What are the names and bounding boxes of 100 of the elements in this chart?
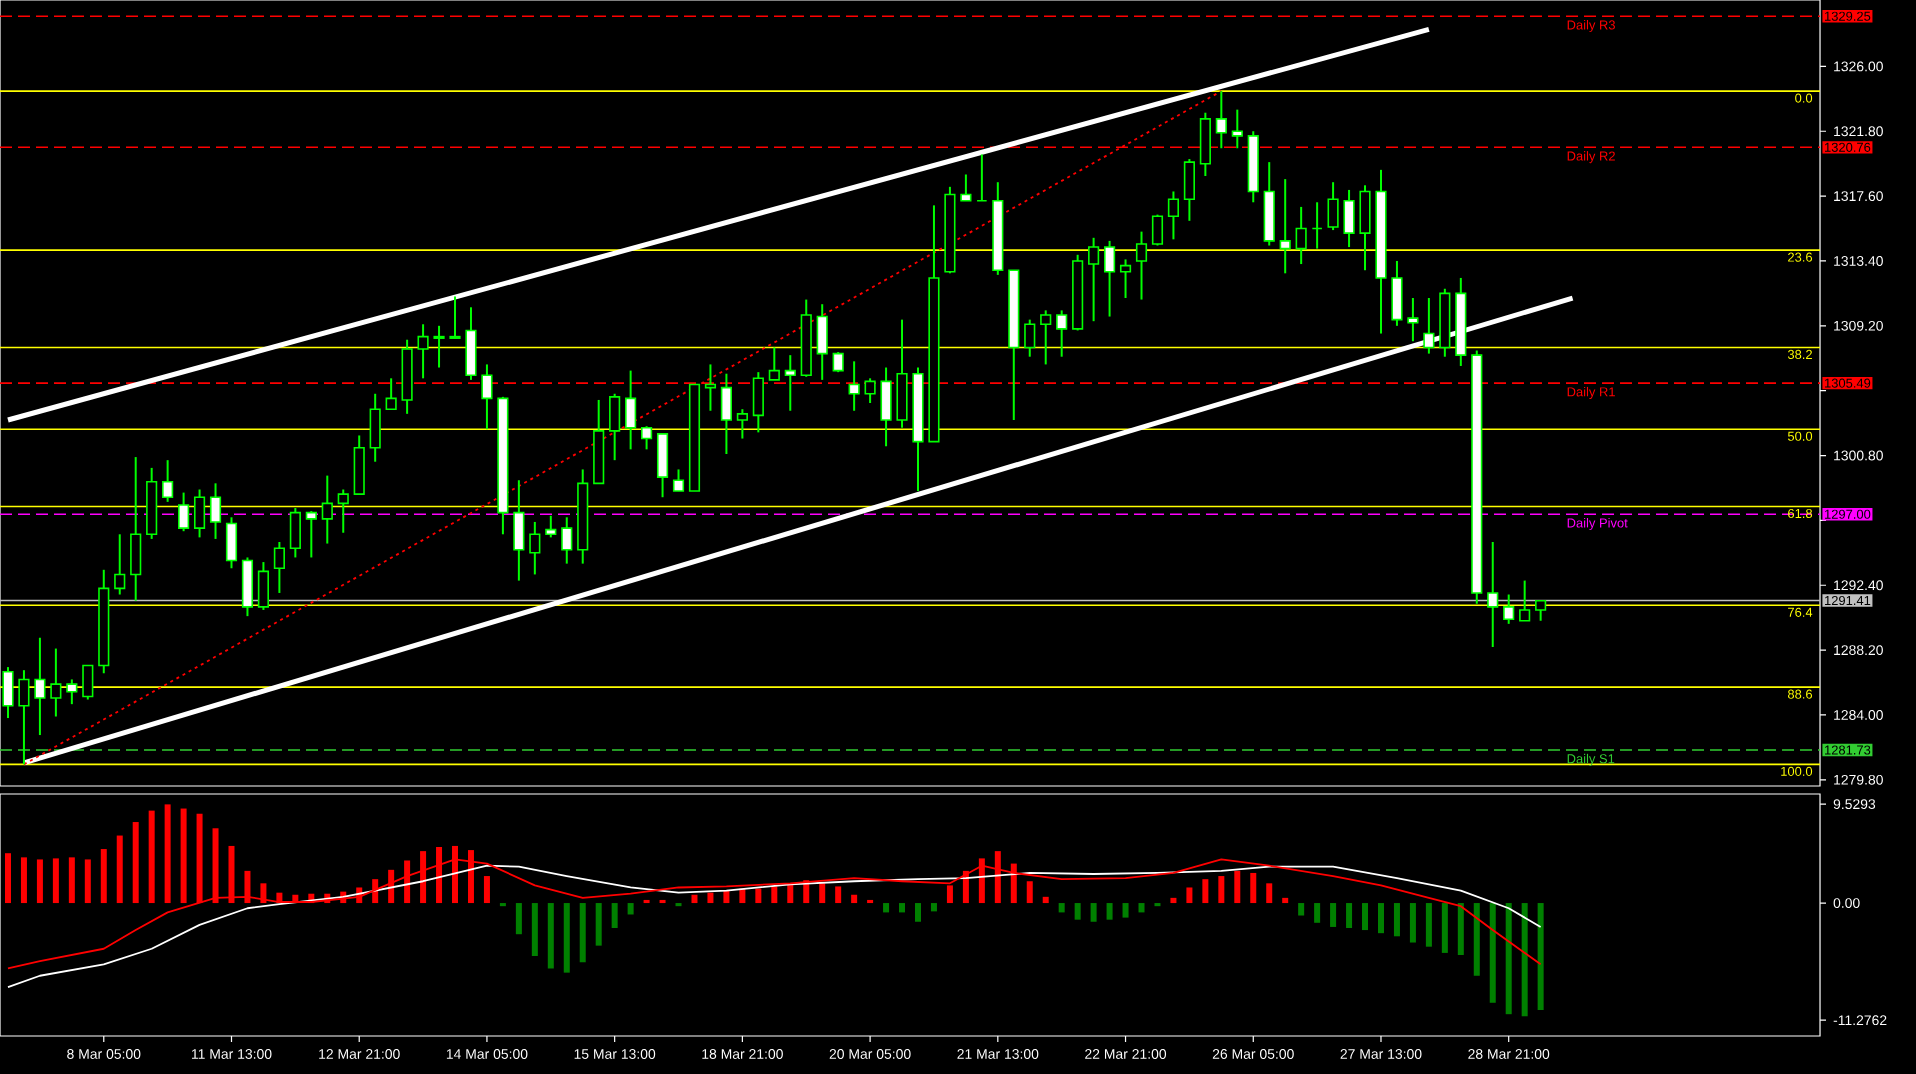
candlestick <box>736 408 748 440</box>
bar <box>1377 903 1384 934</box>
candlestick <box>1088 236 1100 323</box>
candlestick <box>465 306 477 381</box>
candlestick <box>864 377 876 405</box>
bar <box>4 853 11 904</box>
candlestick <box>752 371 764 434</box>
bar <box>1090 903 1097 922</box>
candlestick <box>896 318 908 429</box>
candlestick <box>848 360 860 412</box>
bar <box>1537 903 1544 1011</box>
bar <box>563 903 570 973</box>
candlestick <box>513 479 525 582</box>
bar <box>52 858 59 904</box>
candlestick <box>561 516 573 565</box>
bar <box>1010 863 1017 904</box>
candlestick <box>609 392 621 462</box>
candlestick <box>1295 205 1307 266</box>
candlestick <box>321 474 333 545</box>
candlestick <box>1359 184 1371 272</box>
candlestick <box>82 664 94 701</box>
bar <box>1521 903 1528 1017</box>
candlestick <box>545 514 557 539</box>
bar <box>372 879 379 904</box>
bar <box>946 885 953 904</box>
candlestick <box>1503 593 1515 625</box>
candlestick <box>656 432 669 499</box>
bar <box>515 903 522 935</box>
candlestick <box>832 351 844 374</box>
candlestick <box>353 434 365 496</box>
candlestick <box>1024 318 1036 358</box>
candlestick <box>130 456 142 602</box>
bar <box>68 857 75 904</box>
bar <box>1346 903 1353 928</box>
bar <box>1393 903 1400 937</box>
candlestick <box>66 678 78 706</box>
candlestick <box>784 354 796 412</box>
bar <box>1266 883 1273 904</box>
bar <box>1362 903 1369 931</box>
candlestick <box>481 363 493 431</box>
bar <box>1202 879 1209 904</box>
bar <box>1505 903 1512 1015</box>
bar <box>851 894 858 904</box>
candlestick <box>1391 259 1403 327</box>
bar <box>899 903 906 913</box>
bar <box>1298 903 1305 916</box>
candlestick <box>529 520 541 576</box>
bar <box>1409 903 1416 943</box>
bar <box>1250 872 1257 904</box>
candlestick <box>1056 309 1068 358</box>
candlestick <box>1343 188 1355 249</box>
bar <box>755 888 762 904</box>
bar <box>1170 897 1177 904</box>
bar <box>1330 903 1337 927</box>
candlestick <box>816 303 828 381</box>
bar <box>1058 903 1065 913</box>
candlestick <box>385 377 397 411</box>
bar <box>1218 876 1225 904</box>
candlestick <box>50 647 62 718</box>
bar <box>483 876 490 904</box>
candlestick <box>289 507 301 559</box>
bar <box>148 810 155 904</box>
candlestick <box>449 295 461 340</box>
candlestick <box>720 372 732 455</box>
bar <box>930 903 937 912</box>
candlestick <box>1135 230 1148 301</box>
bar <box>164 804 171 904</box>
bar <box>707 892 714 904</box>
candlestick <box>1215 90 1227 150</box>
candlestick <box>209 482 222 540</box>
bar <box>116 835 123 904</box>
bar <box>883 903 890 913</box>
candlestick <box>768 346 780 381</box>
candlestick <box>1183 158 1195 222</box>
bar <box>787 884 794 904</box>
candlestick <box>1535 599 1547 622</box>
candlestick <box>1199 111 1211 178</box>
bar <box>132 822 139 904</box>
bar <box>835 886 842 904</box>
bar <box>611 903 618 928</box>
bar <box>771 886 778 904</box>
candlestick <box>273 541 285 594</box>
bar <box>1138 903 1145 913</box>
candlestick <box>1231 108 1243 150</box>
bar <box>1489 903 1496 1003</box>
bar <box>723 890 730 904</box>
candlestick <box>1040 309 1052 366</box>
candlestick <box>1487 541 1499 649</box>
candlestick <box>305 510 317 559</box>
candlestick <box>625 369 637 451</box>
candlestick <box>417 323 429 380</box>
bar <box>819 883 826 904</box>
bar <box>20 857 27 904</box>
candlestick <box>337 488 349 534</box>
bar <box>1425 903 1432 947</box>
bar <box>1282 897 1289 904</box>
bar <box>1314 903 1321 923</box>
bar <box>1106 903 1113 920</box>
bar <box>1473 903 1480 976</box>
candlestick <box>1279 178 1291 275</box>
